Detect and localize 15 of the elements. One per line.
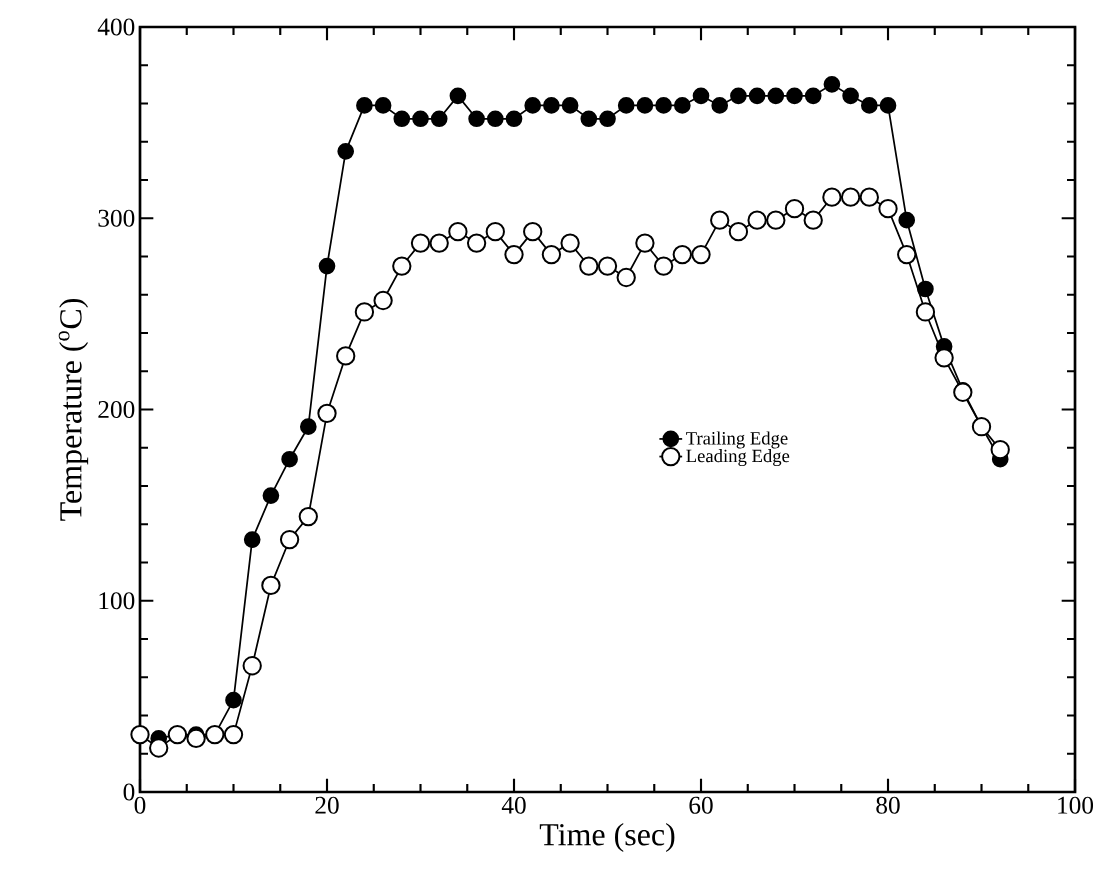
y-tick-label: 300 [98, 209, 135, 227]
x-tick-label: 40 [501, 796, 526, 814]
y-tick-label: 0 [123, 783, 135, 801]
x-tick-label: 80 [876, 796, 900, 814]
x-tick-label: 60 [689, 796, 713, 814]
x-axis-title: Time (sec) [539, 822, 675, 852]
y-axis-title: Temperature ($^{o}$C) [58, 299, 89, 521]
legend-label: Trailing Edge [686, 431, 788, 449]
x-tick-label: 0 [134, 796, 146, 814]
y-tick-label: 400 [97, 18, 135, 36]
x-tick-label: 20 [315, 796, 339, 814]
y-tick-label: 200 [98, 400, 135, 419]
legend-label: Leading Edge [686, 449, 790, 467]
y-tick-label: 100 [99, 592, 135, 610]
x-tick-label: 100 [1058, 796, 1094, 814]
